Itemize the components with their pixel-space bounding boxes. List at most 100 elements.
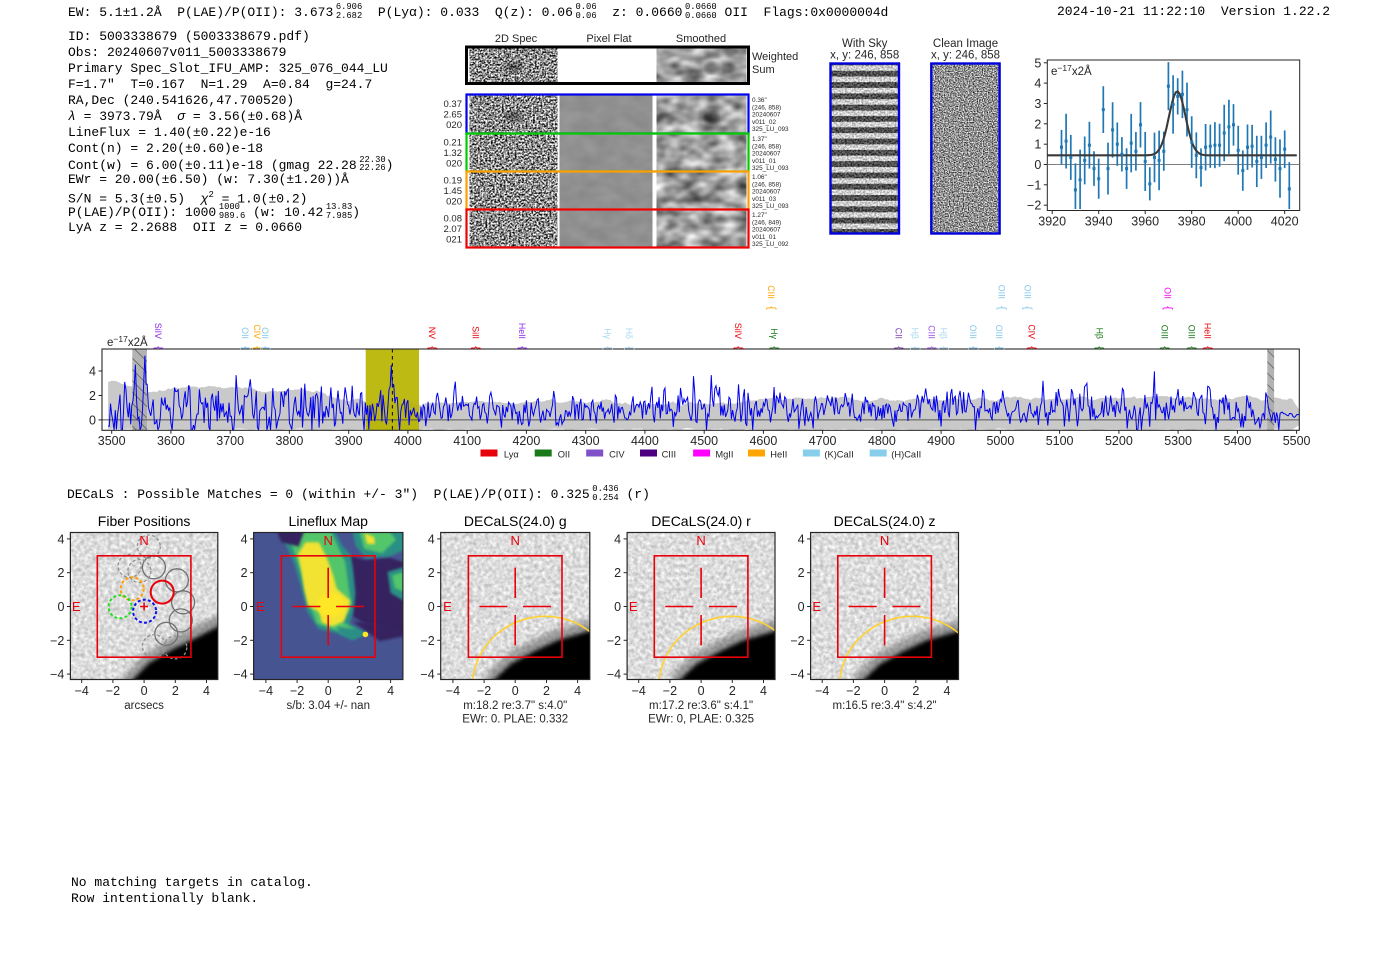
svg-text:1.27": 1.27" — [752, 212, 767, 219]
svg-text:(246, 858): (246, 858) — [752, 181, 781, 188]
svg-text:e−17x2Å: e−17x2Å — [1051, 63, 1092, 78]
svg-text:Clean Image: Clean Image — [933, 38, 998, 50]
svg-text:−2: −2 — [607, 634, 621, 648]
svg-text:0: 0 — [241, 600, 248, 614]
svg-text:325_LU_093: 325_LU_093 — [752, 126, 789, 133]
svg-text:0: 0 — [512, 684, 519, 698]
svg-text:0: 0 — [325, 684, 332, 698]
svg-text:−2: −2 — [477, 684, 491, 698]
svg-text:DECaLS(24.0) g: DECaLS(24.0) g — [464, 513, 567, 529]
svg-text:m:17.2 re:3.6" s:4.1": m:17.2 re:3.6" s:4.1" — [649, 700, 753, 712]
svg-text:5200: 5200 — [1105, 434, 1133, 448]
svg-text:E: E — [629, 599, 638, 614]
svg-text:20240607: 20240607 — [752, 189, 781, 196]
svg-text:0.37: 0.37 — [444, 99, 463, 110]
svg-text:4100: 4100 — [453, 434, 481, 448]
svg-text:4800: 4800 — [868, 434, 896, 448]
svg-text:2: 2 — [729, 684, 736, 698]
svg-text:{: { — [1159, 346, 1171, 350]
svg-text:4: 4 — [798, 532, 805, 546]
svg-text:5: 5 — [1034, 56, 1041, 70]
svg-text:{: { — [1162, 306, 1174, 310]
svg-text:x, y: 246, 858: x, y: 246, 858 — [931, 50, 1000, 62]
svg-text:{: { — [470, 346, 482, 350]
svg-text:4600: 4600 — [749, 434, 777, 448]
svg-text:CIV: CIV — [609, 450, 625, 460]
svg-text:3900: 3900 — [335, 434, 363, 448]
svg-text:2: 2 — [356, 684, 363, 698]
svg-text:−4: −4 — [607, 668, 621, 682]
svg-text:SiII: SiII — [471, 326, 481, 339]
svg-text:OIII: OIII — [1022, 285, 1032, 299]
svg-text:4: 4 — [89, 365, 96, 379]
svg-text:4: 4 — [760, 684, 767, 698]
svg-text:x, y: 246, 858: x, y: 246, 858 — [830, 50, 899, 62]
svg-text:4400: 4400 — [631, 434, 659, 448]
svg-text:OIII: OIII — [1159, 325, 1169, 339]
svg-text:{: { — [768, 346, 780, 350]
svg-text:1: 1 — [1034, 138, 1041, 152]
svg-text:{: { — [893, 346, 905, 350]
svg-text:2: 2 — [241, 566, 248, 580]
svg-text:−4: −4 — [259, 684, 273, 698]
svg-text:20240607: 20240607 — [752, 112, 781, 119]
svg-text:CIII: CIII — [662, 450, 676, 460]
svg-text:2: 2 — [543, 684, 550, 698]
svg-text:−4: −4 — [75, 684, 89, 698]
svg-text:1.32: 1.32 — [444, 148, 463, 159]
svg-text:2: 2 — [912, 684, 919, 698]
svg-text:3920: 3920 — [1038, 215, 1066, 229]
svg-text:CIV: CIV — [252, 324, 262, 339]
svg-text:s/b: 3.04 +/- nan: s/b: 3.04 +/- nan — [287, 700, 370, 712]
svg-text:{: { — [926, 346, 938, 350]
svg-text:−2: −2 — [233, 634, 247, 648]
svg-text:OIII: OIII — [996, 285, 1006, 299]
svg-text:Weighted: Weighted — [752, 51, 798, 63]
svg-text:4000: 4000 — [394, 434, 422, 448]
svg-text:0.21: 0.21 — [444, 138, 463, 149]
svg-text:Hβ: Hβ — [1094, 328, 1104, 339]
svg-text:Pixel Flat: Pixel Flat — [586, 33, 631, 45]
svg-text:With Sky: With Sky — [842, 38, 888, 50]
svg-text:0: 0 — [1034, 158, 1041, 172]
svg-text:20240607: 20240607 — [752, 151, 781, 158]
svg-text:E: E — [812, 599, 821, 614]
svg-text:4: 4 — [241, 532, 248, 546]
svg-text:4900: 4900 — [927, 434, 955, 448]
svg-text:NV: NV — [427, 327, 437, 339]
svg-text:Lyα: Lyα — [504, 450, 519, 460]
svg-text:021: 021 — [446, 235, 462, 246]
svg-text:Hβ: Hβ — [910, 328, 920, 339]
svg-text:DECaLS(24.0) z: DECaLS(24.0) z — [834, 513, 936, 529]
svg-text:0: 0 — [57, 600, 64, 614]
svg-text:−2: −2 — [846, 684, 860, 698]
svg-text:N: N — [880, 533, 889, 548]
svg-text:0: 0 — [698, 684, 705, 698]
svg-text:−4: −4 — [815, 684, 829, 698]
svg-text:{: { — [427, 346, 439, 350]
svg-text:N: N — [139, 533, 148, 548]
svg-text:0: 0 — [798, 600, 805, 614]
svg-text:0: 0 — [614, 600, 621, 614]
svg-text:(246, 858): (246, 858) — [752, 143, 781, 150]
svg-text:−4: −4 — [420, 668, 434, 682]
svg-text:{: { — [602, 346, 614, 350]
svg-text:{: { — [993, 346, 1005, 350]
svg-text:−4: −4 — [233, 668, 247, 682]
svg-text:(246, 849): (246, 849) — [752, 219, 781, 226]
svg-text:−2: −2 — [50, 634, 64, 648]
svg-text:OII: OII — [260, 327, 270, 339]
svg-text:4300: 4300 — [572, 434, 600, 448]
svg-text:m:16.5 re:3.4" s:4.2": m:16.5 re:3.4" s:4.2" — [833, 700, 937, 712]
svg-text:−2: −2 — [1027, 199, 1041, 213]
svg-text:OIII: OIII — [994, 325, 1004, 339]
svg-text:{: { — [996, 306, 1008, 310]
svg-text:−1: −1 — [1027, 178, 1041, 192]
svg-text:OIII: OIII — [1186, 325, 1196, 339]
svg-text:4020: 4020 — [1271, 215, 1299, 229]
svg-text:CIII: CIII — [927, 325, 937, 339]
svg-text:SiIV: SiIV — [733, 323, 743, 339]
svg-text:4: 4 — [428, 532, 435, 546]
svg-text:0: 0 — [881, 684, 888, 698]
svg-text:325_LU_092: 325_LU_092 — [752, 241, 789, 248]
